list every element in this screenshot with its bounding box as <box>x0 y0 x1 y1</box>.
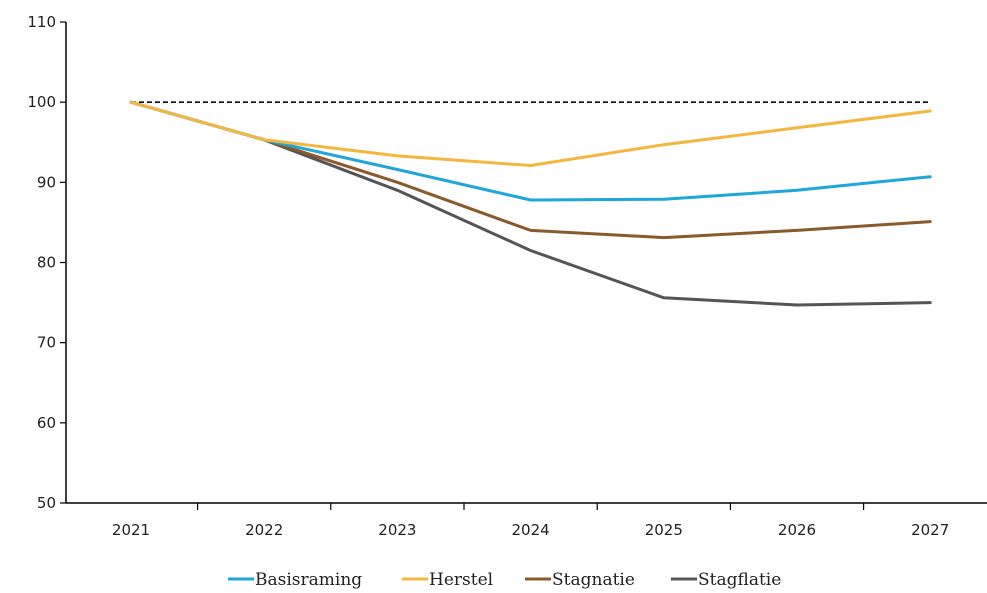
x-tick-label: 2026 <box>778 521 816 539</box>
y-tick-label: 90 <box>37 173 56 191</box>
legend-label-basisraming: Basisraming <box>255 570 362 590</box>
x-tick-label: 2022 <box>245 521 283 539</box>
x-tick-label: 2025 <box>645 521 683 539</box>
series-line-herstel <box>129 100 932 167</box>
legend: Basisraming Herstel Stagnatie Stagflatie <box>228 570 781 590</box>
series-line-basisraming <box>129 100 932 202</box>
legend-label-stagflatie: Stagflatie <box>698 570 781 590</box>
y-tick-label: 60 <box>37 414 56 432</box>
y-tick-label: 100 <box>27 93 56 111</box>
series-group <box>129 100 932 307</box>
y-tick-label: 50 <box>37 494 56 512</box>
x-tick-label: 2023 <box>378 521 416 539</box>
legend-label-stagnatie: Stagnatie <box>552 570 635 590</box>
series-line-stagflatie <box>129 100 932 307</box>
y-tick-label: 80 <box>37 254 56 272</box>
x-tick-label: 2024 <box>512 521 550 539</box>
axes: 50 60 70 80 90 100 110 2021 2022 2023 2024 2025 2026… <box>27 13 987 539</box>
series-line-stagnatie <box>129 100 932 240</box>
y-tick-label: 110 <box>27 13 56 31</box>
x-tick-label: 2021 <box>112 521 150 539</box>
legend-label-herstel: Herstel <box>429 570 493 590</box>
y-tick-label: 70 <box>37 334 56 352</box>
x-tick-label: 2027 <box>911 521 949 539</box>
